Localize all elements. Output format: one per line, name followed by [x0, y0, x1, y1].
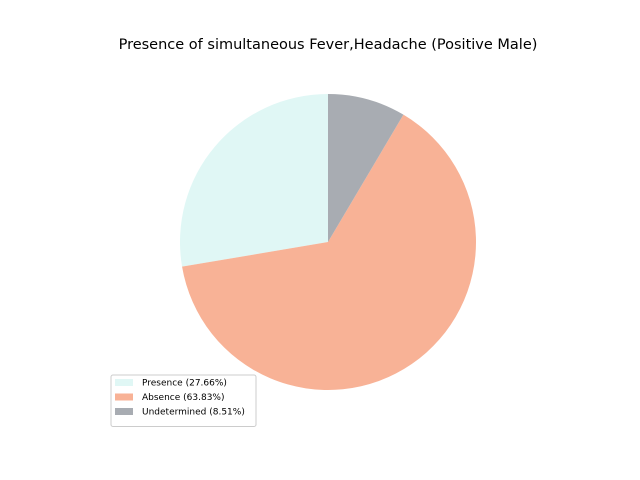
legend-label: Undetermined (8.51%) [142, 408, 245, 418]
pie-slice [328, 94, 404, 242]
chart-title: Presence of simultaneous Fever,Headache … [119, 37, 538, 53]
legend-swatch [115, 393, 133, 401]
legend-label: Presence (27.66%) [142, 379, 227, 389]
legend: Presence (27.66%) Absence (63.83%) Undeter… [110, 374, 257, 427]
pie-slice [180, 94, 328, 267]
legend-box [110, 374, 257, 427]
legend-label: Absence (63.83%) [142, 393, 225, 403]
legend-swatch [115, 408, 133, 415]
legend-swatch [115, 379, 133, 386]
pie-slice [182, 114, 477, 391]
